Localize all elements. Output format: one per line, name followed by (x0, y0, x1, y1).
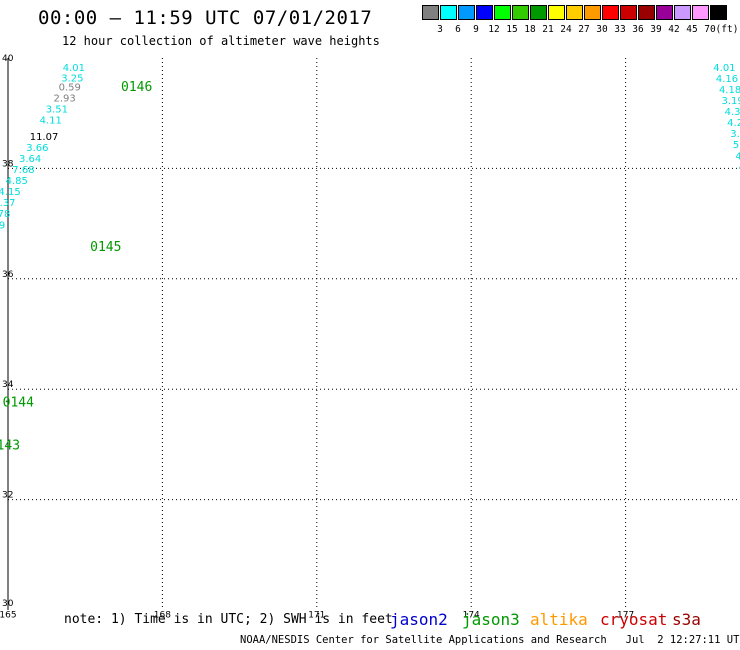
data-label: 0.59 (59, 82, 81, 93)
data-label: 4.01 (713, 63, 735, 74)
legend-label: 12 (488, 24, 500, 35)
legend-label: 45 (686, 24, 698, 35)
data-label: 3.37 (0, 198, 16, 209)
axis-tick-labels: 165 168 171 174 177 30 32 34 36 38 40 (0, 54, 634, 621)
chart-subtitle: 12 hour collection of altimeter wave hei… (62, 34, 380, 48)
satellite-cryosat: cryosat (600, 610, 668, 629)
data-label: 7.68 (12, 165, 34, 176)
legend-swatch (530, 5, 547, 20)
legend-swatch (656, 5, 673, 20)
legend-swatch (620, 5, 637, 20)
legend-label: 6 (455, 24, 461, 35)
legend-label: 33 (614, 24, 626, 35)
data-label: 4.78 (0, 209, 10, 220)
data-label: 4.21 (727, 118, 740, 129)
data-label: 5.00 (733, 140, 740, 151)
legend-label: 24 (560, 24, 572, 35)
legend-label: 21 (542, 24, 554, 35)
legend-label: 27 (578, 24, 590, 35)
satellite-s3a: s3a (672, 610, 701, 629)
footer-note: note: 1) Time is in UTC; 2) SWH is in fe… (64, 612, 393, 627)
data-label: 3.52 (730, 129, 740, 140)
time-labels: 0146 0145 0144 0143 (0, 80, 152, 454)
legend-unit: (ft) (715, 24, 739, 35)
y-tick-label: 40 (2, 54, 14, 64)
x-tick-label: 165 (0, 611, 17, 621)
data-label: 4.01 (63, 63, 85, 74)
data-label: 3.51 (46, 104, 68, 115)
data-label: 4.30 (739, 162, 740, 173)
satellite-altika: altika (530, 610, 588, 629)
x-tick-label: 168 (154, 611, 171, 621)
data-label: 11.07 (30, 132, 59, 143)
legend-swatch (674, 5, 691, 20)
legend-label: 70 (704, 24, 716, 35)
legend-label: 39 (650, 24, 662, 35)
y-tick-label: 30 (2, 599, 14, 609)
legend-swatch (566, 5, 583, 20)
grid-lines (7, 58, 740, 610)
legend-swatch (440, 5, 457, 20)
legend-swatch (710, 5, 727, 20)
legend-label: 9 (473, 24, 479, 35)
legend-swatch (548, 5, 565, 20)
legend-label: 3 (437, 24, 443, 35)
legend-swatch (692, 5, 709, 20)
footer-credit: NOAA/NESDIS Center for Satellite Applica… (240, 634, 740, 646)
satellite-jason3: jason3 (462, 610, 520, 629)
legend-label: 36 (632, 24, 644, 35)
data-label: 3.25 (61, 73, 83, 84)
y-tick-label: 32 (2, 491, 13, 501)
data-label: 4.15 (735, 151, 740, 162)
legend-swatch (584, 5, 601, 20)
legend-swatch (422, 5, 439, 20)
x-tick-label: 177 (617, 611, 634, 621)
legend-label: 15 (506, 24, 518, 35)
data-label: 2.93 (53, 93, 75, 104)
chart-title: 00:00 — 11:59 UTC 07/01/2017 (38, 7, 373, 29)
data-label: 3.66 (26, 143, 48, 154)
legend-swatch (458, 5, 475, 20)
legend-label: 18 (524, 24, 536, 35)
data-label: 4.33 (725, 107, 740, 118)
data-label: 4.15 (0, 187, 21, 198)
x-tick-label: 174 (463, 611, 480, 621)
footer-timestamp: Jul 2 12:27:11 UTC 2017 (625, 634, 740, 646)
legend-swatch (638, 5, 655, 20)
legend-swatch (476, 5, 493, 20)
x-tick-label: 171 (308, 611, 325, 621)
legend-label: 42 (668, 24, 680, 35)
y-tick-label: 38 (2, 159, 14, 169)
legend-swatch (602, 5, 619, 20)
data-label: 3.64 (19, 154, 41, 165)
data-label: 4.16 (716, 74, 738, 85)
time-label: 0143 (0, 439, 20, 454)
data-label: 4.11 (40, 115, 62, 126)
data-label: 4.85 (6, 176, 28, 187)
satellite-jason2: jason2 (390, 610, 448, 629)
time-label: 0144 (3, 396, 34, 411)
y-tick-label: 36 (2, 270, 14, 280)
data-label: 3.19 (722, 96, 740, 107)
y-tick-label: 34 (2, 380, 14, 390)
data-label: 3.09 (0, 220, 5, 231)
time-label: 0146 (121, 80, 152, 95)
data-label: 4.18 (719, 85, 740, 96)
legend-label: 30 (596, 24, 608, 35)
legend-swatch (512, 5, 529, 20)
data-marks: 4.013.250.592.933.514.1111.073.663.647.6… (0, 63, 740, 231)
time-label: 0145 (90, 240, 121, 255)
legend-swatch (494, 5, 511, 20)
